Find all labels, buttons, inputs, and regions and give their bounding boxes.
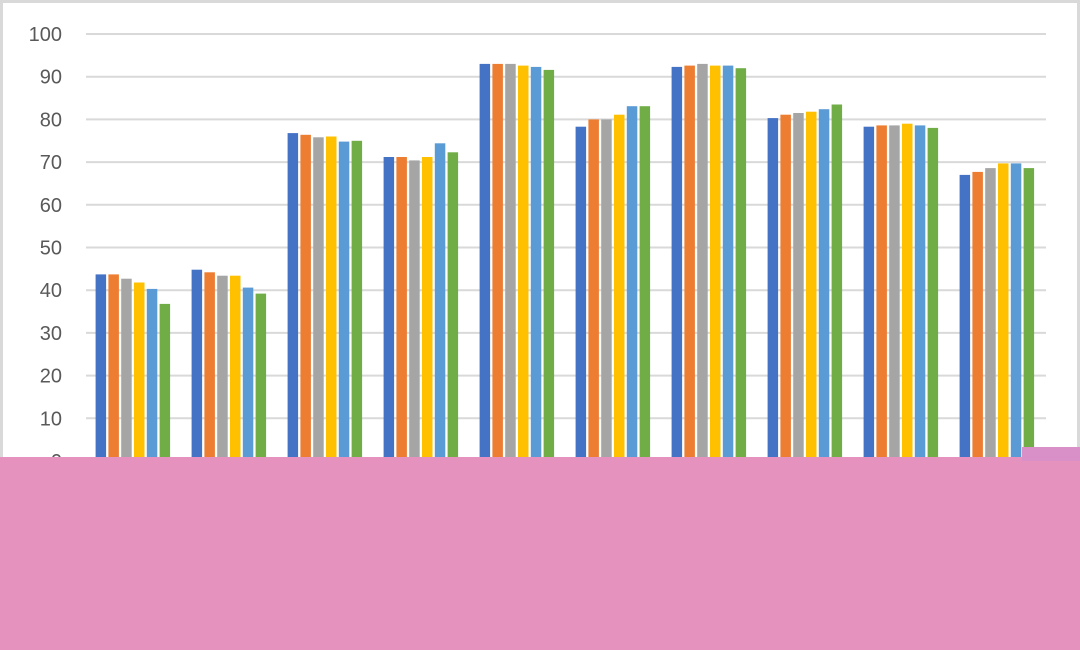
bar-cat6-series4 bbox=[614, 114, 625, 461]
bar-cat10-series3 bbox=[985, 168, 996, 461]
bar-cat7-series3 bbox=[697, 63, 708, 462]
bar-cat4-series2 bbox=[396, 157, 407, 461]
bar-cat4-series6 bbox=[447, 152, 459, 462]
bar-cat5-series3 bbox=[505, 63, 516, 462]
y-tick-label: 80 bbox=[40, 109, 62, 131]
bar-cat7-series4 bbox=[710, 65, 721, 461]
bar-cat7-series1 bbox=[671, 66, 683, 462]
bar-cat5-series5 bbox=[530, 66, 542, 462]
bar-cat1-series4 bbox=[134, 282, 145, 461]
bar-cat2-series2 bbox=[204, 272, 215, 461]
bar-cat5-series1 bbox=[479, 63, 491, 462]
bars bbox=[95, 63, 1035, 462]
bar-cat4-series3 bbox=[409, 160, 420, 461]
bar-cat1-series2 bbox=[108, 274, 119, 461]
y-tick-label: 60 bbox=[40, 195, 62, 217]
bar-cat9-series4 bbox=[902, 123, 913, 461]
bar-cat4-series4 bbox=[422, 157, 433, 461]
bar-cat4-series1 bbox=[383, 157, 395, 461]
bar-cat9-series1 bbox=[863, 126, 875, 461]
bar-cat3-series1 bbox=[287, 133, 299, 461]
bar-cat8-series1 bbox=[767, 118, 779, 461]
y-tick-label: 10 bbox=[40, 408, 62, 430]
bar-cat10-series5 bbox=[1010, 163, 1022, 461]
bar-cat2-series6 bbox=[255, 293, 267, 461]
bar-cat6-series5 bbox=[626, 106, 638, 461]
bar-cat6-series1 bbox=[575, 126, 587, 461]
bar-cat8-series5 bbox=[818, 109, 830, 461]
bar-cat7-series6 bbox=[735, 68, 747, 461]
bar-cat2-series3 bbox=[217, 275, 228, 461]
bar-cat6-series3 bbox=[601, 119, 612, 462]
y-tick-label: 20 bbox=[40, 366, 62, 388]
pink-overlay-band bbox=[0, 457, 1080, 650]
y-tick-label: 100 bbox=[29, 24, 62, 46]
bar-cat10-series2 bbox=[972, 171, 983, 461]
bar-cat1-series1 bbox=[95, 274, 107, 461]
y-tick-label: 40 bbox=[40, 280, 62, 302]
bar-cat8-series2 bbox=[780, 114, 791, 461]
bar-cat8-series4 bbox=[806, 111, 817, 461]
bar-cat9-series3 bbox=[889, 125, 900, 462]
bar-cat8-series3 bbox=[793, 113, 804, 461]
bar-cat6-series6 bbox=[639, 106, 651, 461]
bar-cat10-series1 bbox=[959, 174, 971, 461]
bar-cat2-series4 bbox=[230, 275, 241, 461]
bar-cat9-series2 bbox=[876, 125, 887, 462]
bar-cat7-series2 bbox=[684, 65, 695, 461]
pink-overlay-tab bbox=[1022, 447, 1080, 461]
bar-cat2-series5 bbox=[242, 287, 254, 461]
bar-cat8-series6 bbox=[831, 104, 843, 461]
bar-cat5-series2 bbox=[492, 63, 503, 462]
bar-cat9-series5 bbox=[914, 125, 926, 462]
bar-cat1-series5 bbox=[146, 288, 158, 461]
bar-cat3-series4 bbox=[326, 136, 337, 461]
bar-cat10-series4 bbox=[998, 163, 1009, 461]
bar-cat10-series6 bbox=[1023, 168, 1035, 461]
bar-cat9-series6 bbox=[927, 127, 939, 462]
bar-cat7-series5 bbox=[722, 65, 734, 461]
bar-cat3-series5 bbox=[338, 141, 350, 461]
y-axis-tick-labels: 0102030405060708090100 bbox=[29, 24, 62, 473]
bar-cat3-series2 bbox=[300, 134, 311, 462]
bar-cat5-series6 bbox=[543, 69, 555, 462]
bar-cat5-series4 bbox=[518, 65, 529, 461]
bar-cat4-series5 bbox=[434, 143, 446, 462]
bar-cat1-series3 bbox=[121, 278, 132, 461]
y-tick-label: 90 bbox=[40, 67, 62, 89]
y-tick-label: 30 bbox=[40, 323, 62, 345]
bar-cat3-series3 bbox=[313, 137, 324, 462]
bar-cat3-series6 bbox=[351, 140, 363, 462]
bar-cat2-series1 bbox=[191, 269, 203, 461]
y-tick-label: 70 bbox=[40, 152, 62, 174]
bar-cat1-series6 bbox=[159, 303, 171, 461]
bar-cat6-series2 bbox=[588, 119, 599, 462]
y-tick-label: 50 bbox=[40, 238, 62, 260]
